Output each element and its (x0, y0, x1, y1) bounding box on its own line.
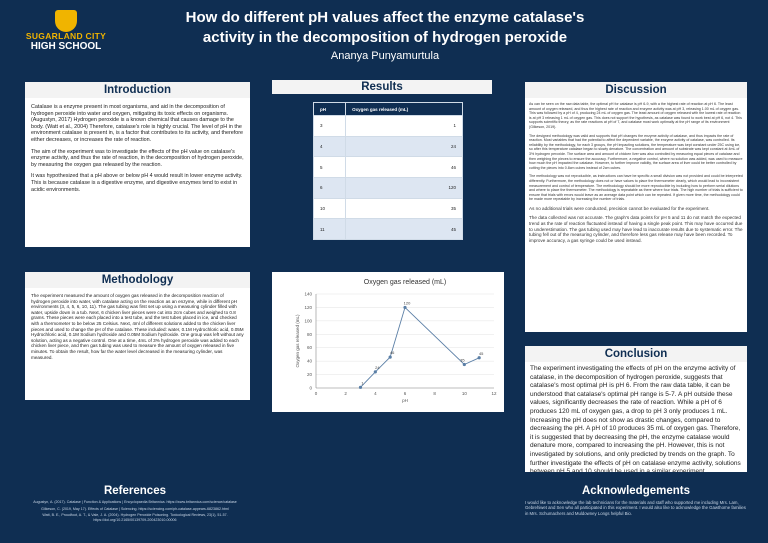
data-label: 24 (375, 365, 380, 370)
table-cell-oxygen: 45 (345, 218, 463, 240)
data-label: 45 (479, 351, 484, 356)
table-header-oxygen: Oxygen gas released (mL) (345, 102, 463, 116)
data-label: 35 (460, 358, 465, 363)
y-tick-label: 20 (307, 372, 313, 377)
conclusion-heading: Conclusion (525, 346, 747, 362)
data-point (462, 362, 466, 367)
chart-title: Oxygen gas released (mL) (364, 279, 446, 286)
table-row: 10 35 (312, 197, 463, 220)
y-tick-label: 120 (304, 305, 312, 310)
discussion-paragraph-1: As can be seen on the raw data table, th… (529, 102, 742, 129)
reference-item: Watt, B. E., Proudfoot, A. T., & Vale, J… (42, 513, 228, 522)
methodology-body: The experiment measured the amount of ox… (25, 288, 250, 400)
school-logo: SUGARLAND CITY HIGH SCHOOL (16, 10, 116, 60)
data-point (403, 305, 407, 310)
table-row: 11 45 (312, 218, 463, 240)
discussion-paragraph-4: As no additional trials were conducted, … (529, 205, 710, 211)
y-tick-label: 140 (304, 292, 312, 297)
introduction-paragraph-3: It was hypothesized that a pH above or b… (31, 173, 243, 193)
discussion-section: Discussion As can be seen on the raw dat… (525, 82, 747, 332)
x-tick-label: 10 (462, 391, 468, 396)
x-tick-label: 2 (344, 391, 347, 396)
table-row: 5 46 (312, 156, 463, 178)
methodology-paragraph-1: The experiment measured the amount of ox… (31, 293, 244, 360)
x-tick-label: 4 (374, 391, 377, 396)
y-tick-label: 0 (309, 386, 312, 391)
acknowledgements-section: Acknowledgements I would like to acknowl… (525, 485, 747, 537)
logo-line-2: HIGH SCHOOL (30, 41, 102, 52)
y-tick-label: 80 (307, 332, 313, 337)
discussion-body: As can be seen on the raw data table, th… (525, 98, 747, 332)
poster-title: How do different pH values affect the en… (150, 8, 620, 48)
title-line-2: activity in the decomposition of hydroge… (202, 29, 568, 46)
data-label: 120 (404, 300, 411, 305)
title-line-1: How do different pH values affect the en… (185, 9, 585, 26)
x-axis-label: pH (402, 398, 408, 403)
table-cell-ph: 5 (312, 156, 347, 178)
references-heading: References (103, 485, 166, 497)
references-section: References Augustyn, A. (2017). Catalase… (25, 485, 245, 537)
table-row: 4 24 (312, 135, 463, 158)
x-tick-label: 12 (491, 391, 497, 396)
series-line (360, 306, 480, 388)
data-point (388, 355, 392, 359)
discussion-paragraph-2: The designed methodology was valid and s… (529, 133, 743, 170)
table-cell-ph: 3 (312, 115, 347, 137)
introduction-body: Catalase is a enzyme present in most org… (25, 98, 250, 247)
introduction-paragraph-2: The aim of the experiment was to investi… (31, 148, 244, 168)
table-header-row: pH Oxygen gas released (mL) (312, 102, 463, 116)
table-cell-oxygen: 46 (345, 156, 463, 178)
data-point (358, 385, 363, 389)
methodology-heading: Methodology (25, 272, 250, 288)
oxygen-line-chart: Oxygen gas released (mL)0204060801001201… (295, 279, 497, 403)
data-label: 46 (390, 350, 395, 355)
logo-line-1: SUGARLAND CITY (25, 31, 107, 41)
conclusion-section: Conclusion The experiment investigating … (525, 346, 747, 472)
poster-author: Ananya Punyamurtula (330, 50, 440, 62)
y-axis-label: Oxygen gas released (mL) (295, 314, 300, 368)
reference-item: Augustyn, A. (2017). Catalase | Function… (33, 500, 237, 504)
y-tick-label: 60 (307, 345, 313, 350)
data-point (477, 356, 481, 360)
conclusion-body: The experiment investigating the effects… (525, 362, 747, 472)
references-list: Augustyn, A. (2017). Catalase | Function… (25, 498, 245, 522)
table-row: 6 120 (312, 176, 463, 199)
table-cell-ph: 10 (312, 197, 347, 220)
table-cell-oxygen: 24 (345, 135, 463, 158)
table-cell-oxygen: 120 (345, 176, 463, 199)
acknowledgements-body: I would like to acknowledge the lab tech… (525, 500, 746, 516)
discussion-heading: Discussion (525, 82, 747, 98)
reference-item: Gilkeson, C. (2019, May 17). Effects of … (41, 506, 229, 511)
shield-icon (55, 10, 77, 32)
x-tick-label: 0 (315, 391, 318, 396)
x-tick-label: 6 (404, 391, 407, 396)
chart-panel: Oxygen gas released (mL) 0 20 40 60 80 100 120 1… (272, 272, 504, 412)
data-point (373, 370, 377, 374)
results-heading: Results (272, 80, 492, 94)
introduction-section: Introduction Catalase is a enzyme presen… (25, 82, 250, 247)
table-cell-ph: 4 (312, 135, 347, 158)
y-tick-label: 40 (307, 359, 313, 364)
table-cell-ph: 11 (312, 218, 347, 240)
data-label: 1 (361, 380, 364, 385)
table-header-ph: pH (312, 102, 347, 116)
introduction-heading: Introduction (25, 82, 250, 98)
methodology-section: Methodology The experiment measured the … (25, 272, 250, 400)
y-tick-label: 100 (304, 318, 312, 323)
discussion-paragraph-3: The methodology was not reproducible, as… (529, 174, 743, 202)
x-tick-label: 8 (433, 391, 436, 396)
discussion-paragraph-5: The data collected was not accurate. The… (529, 215, 743, 243)
introduction-paragraph-1: Catalase is a enzyme present in most org… (31, 104, 244, 143)
table-cell-ph: 6 (312, 176, 347, 199)
table-cell-oxygen: 1 (345, 115, 463, 137)
results-section: Results (272, 80, 492, 94)
acknowledgements-heading: Acknowledgements (582, 485, 690, 497)
table-cell-oxygen: 35 (345, 197, 463, 220)
